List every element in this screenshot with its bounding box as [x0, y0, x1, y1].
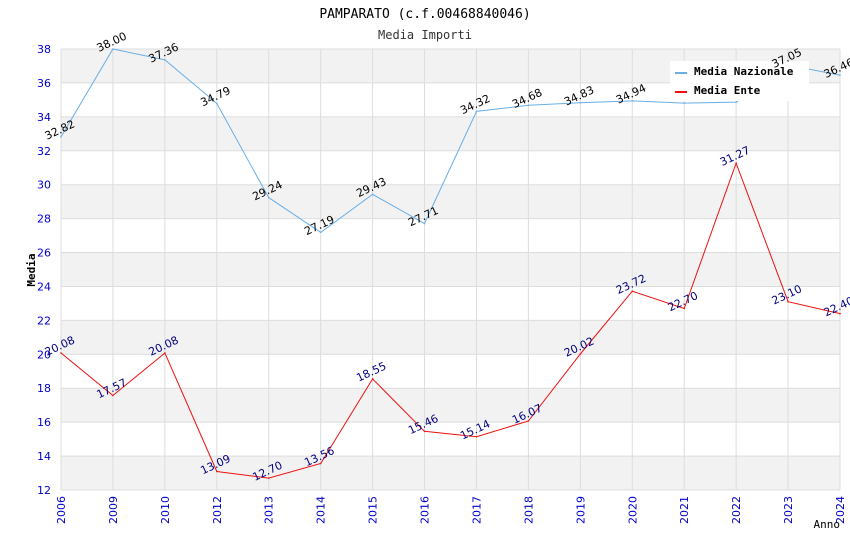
y-tick-label: 28 [37, 213, 51, 226]
y-axis-label: Media [25, 253, 38, 286]
data-point [267, 196, 270, 199]
data-point [319, 231, 322, 234]
x-tick-label: 2006 [55, 496, 68, 524]
data-point [371, 378, 374, 380]
data-point [267, 477, 270, 479]
data-point [371, 193, 374, 196]
y-tick-label: 30 [37, 179, 51, 192]
gridlines [60, 48, 841, 491]
y-axis-ticks: 12 14 16 18 20 22 24 26 28 30 32 34 36 38 [37, 43, 51, 497]
y-tick-label: 18 [37, 382, 51, 395]
grid-band [61, 252, 840, 287]
x-tick-label: 2022 [730, 496, 743, 524]
data-point [112, 394, 114, 397]
data-point [579, 353, 582, 355]
data-point [216, 470, 218, 473]
x-tick-label: 2018 [522, 496, 535, 524]
data-point [683, 307, 685, 310]
y-tick-label: 24 [37, 280, 51, 293]
data-point [631, 290, 634, 293]
x-tick-label: 2024 [834, 496, 847, 524]
data-point [60, 352, 62, 354]
legend-box [670, 61, 809, 101]
y-tick-label: 12 [37, 484, 51, 497]
data-point [787, 300, 789, 303]
x-tick-label: 2021 [678, 496, 691, 524]
x-tick-label: 2016 [419, 496, 432, 524]
y-tick-label: 16 [37, 416, 51, 429]
data-point [839, 312, 841, 315]
series-line-media-ente [60, 161, 841, 479]
data-point [319, 462, 322, 465]
x-tick-label: 2013 [263, 496, 276, 524]
data-point [423, 430, 426, 433]
x-tick-label: 2017 [470, 496, 483, 524]
data-point [735, 101, 737, 103]
series-line-media-nazionale [60, 48, 841, 234]
data-point [475, 110, 478, 113]
y-tick-label: 38 [37, 43, 51, 56]
legend-label: Media Nazionale [694, 65, 794, 78]
grid-band [61, 184, 840, 219]
y-tick-label: 32 [37, 145, 51, 158]
data-point [839, 74, 841, 76]
data-point [527, 104, 530, 107]
data-point [164, 352, 166, 354]
x-tick-label: 2014 [315, 496, 328, 524]
y-tick-label: 22 [37, 314, 51, 327]
y-tick-label: 20 [37, 348, 51, 361]
chart-subtitle: Media Importi [378, 28, 472, 42]
y-tick-label: 14 [37, 450, 51, 463]
data-point [475, 435, 478, 438]
grid-band [61, 388, 840, 423]
data-point [735, 162, 737, 164]
x-axis-label: Anno [814, 518, 841, 531]
x-axis-ticks: 2006 2009 2010 2012 2013 2014 2015 2016 2017 2018… [55, 496, 847, 524]
grid-band [61, 456, 840, 490]
data-point [631, 100, 634, 102]
x-tick-label: 2009 [107, 496, 120, 524]
chart-title: PAMPARATO (c.f.00468840046) [319, 7, 530, 22]
series-group [60, 48, 841, 479]
x-tick-label: 2015 [367, 496, 380, 524]
grid-band [61, 320, 840, 355]
data-point [164, 59, 166, 61]
data-point [579, 101, 582, 104]
legend: Media Nazionale Media Ente [670, 61, 809, 101]
data-point [112, 48, 114, 50]
x-tick-label: 2023 [782, 496, 795, 524]
data-point [527, 420, 530, 422]
x-tick-label: 2012 [211, 496, 224, 524]
x-tick-label: 2010 [159, 496, 172, 524]
data-point [60, 136, 62, 138]
legend-label: Media Ente [694, 84, 761, 97]
data-point [423, 222, 426, 225]
data-point [216, 102, 218, 105]
plot-background [61, 49, 840, 490]
grid-band [61, 116, 840, 151]
data-point [683, 102, 685, 104]
y-tick-label: 36 [37, 77, 51, 90]
y-tick-label: 34 [37, 111, 51, 124]
x-tick-label: 2020 [626, 496, 639, 524]
y-tick-label: 26 [37, 247, 51, 260]
x-tick-label: 2019 [574, 496, 587, 524]
